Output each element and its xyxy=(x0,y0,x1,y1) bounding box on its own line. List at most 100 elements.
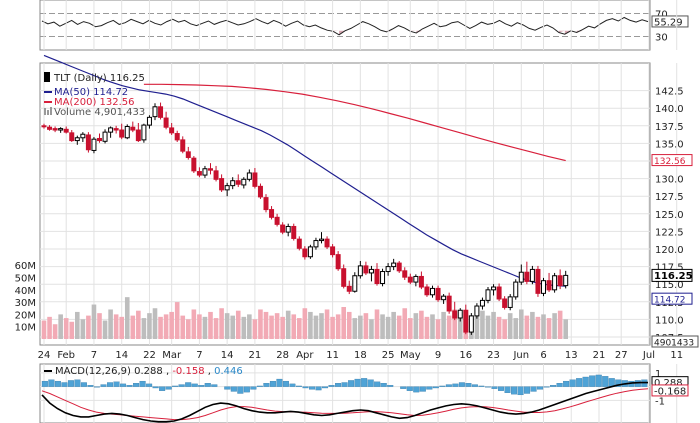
volume-bar xyxy=(230,315,235,339)
volume-bar xyxy=(413,313,419,339)
volume-bar xyxy=(130,315,136,339)
volume-bar xyxy=(391,311,396,339)
volume-bar xyxy=(452,309,457,339)
volume-bar xyxy=(241,316,247,339)
macd-hist-bar xyxy=(413,386,420,393)
candle xyxy=(191,156,197,173)
macd-hist-bar xyxy=(107,382,114,387)
volume-bar xyxy=(58,314,63,339)
candle xyxy=(552,272,558,293)
volume-bar xyxy=(324,309,330,339)
macd-hist-bar xyxy=(282,380,289,387)
volume-bar xyxy=(158,316,163,339)
macd-hist-bar xyxy=(315,386,322,391)
price-tick-label: 135.0 xyxy=(655,139,684,150)
candle xyxy=(269,206,275,220)
macd-hist-bar xyxy=(367,379,374,387)
volume-bar xyxy=(80,319,86,339)
volume-tick-label: 10M xyxy=(15,323,36,334)
macd-hist-bar xyxy=(615,379,622,387)
volume-bar xyxy=(530,311,535,339)
macd-hist-bar xyxy=(250,386,257,390)
candle xyxy=(368,265,374,282)
candle xyxy=(74,135,80,145)
price-tick-label: 127.5 xyxy=(655,192,684,203)
volume-bar xyxy=(313,315,319,339)
volume-bar xyxy=(441,311,446,339)
macd-hist-bar xyxy=(309,386,316,390)
macd-hist-bar xyxy=(543,386,550,388)
volume-tick-label: 20M xyxy=(15,310,36,321)
macd-hist-bar xyxy=(224,386,231,390)
macd-hist-bar xyxy=(204,383,211,387)
volume-bar xyxy=(163,314,169,339)
volume-bar xyxy=(136,310,141,339)
candle xyxy=(124,124,130,140)
candle xyxy=(257,183,263,200)
candle xyxy=(213,165,219,182)
volume-bar xyxy=(308,311,313,339)
candle xyxy=(291,223,297,241)
volume-bar xyxy=(247,314,252,339)
volume-bar xyxy=(541,314,546,339)
macd-hist-bar xyxy=(582,376,589,387)
volume-bar xyxy=(291,314,297,339)
rsi-panel: 70 30 55.29 xyxy=(39,0,689,51)
price-tick-label: 130.0 xyxy=(655,175,684,186)
legend: TLT (Daily) 116.25 MA(50) 114.72 MA(200)… xyxy=(44,72,145,118)
candle xyxy=(396,260,402,273)
candle xyxy=(208,163,213,175)
macd-hist-bar xyxy=(211,384,218,387)
candle xyxy=(518,264,524,285)
x-axis-label: 14 xyxy=(221,350,234,361)
price-tick-label: 117.5 xyxy=(655,263,684,274)
volume-bar xyxy=(197,314,202,339)
macd-hist-bar xyxy=(445,384,452,387)
macd-hist-bar xyxy=(322,386,329,389)
price-tick-label: 125.0 xyxy=(655,210,684,221)
x-axis-label: May xyxy=(400,350,421,361)
candle xyxy=(457,308,463,322)
candle xyxy=(563,270,569,289)
candle xyxy=(468,313,474,335)
candle xyxy=(319,232,324,244)
macd-hist-bar xyxy=(133,383,140,387)
price-tick-label: 137.5 xyxy=(655,122,684,133)
volume-bar xyxy=(363,313,369,339)
volume-tick-label: 60M xyxy=(15,261,36,272)
x-axis-label: 27 xyxy=(615,350,628,361)
candle xyxy=(280,222,286,235)
price-tick-label: 120.0 xyxy=(655,245,684,256)
volume-bar xyxy=(352,318,358,339)
volume-tick-label: 30M xyxy=(15,298,36,309)
candle xyxy=(185,146,191,160)
candle xyxy=(169,122,175,135)
volume-bar xyxy=(108,309,113,339)
candle xyxy=(524,261,530,285)
volume-bar xyxy=(219,308,224,339)
candle xyxy=(219,174,225,192)
volume-bar xyxy=(208,311,213,339)
volume-bar xyxy=(424,316,430,339)
macd-hist-bar xyxy=(126,385,133,387)
x-axis-label: 9 xyxy=(435,350,441,361)
macd-hist-bar xyxy=(328,385,335,387)
macd-hist-bar xyxy=(295,385,302,387)
candle xyxy=(163,111,169,130)
x-axis-label: 21 xyxy=(593,350,606,361)
x-axis-label: 13 xyxy=(565,350,578,361)
candle xyxy=(335,251,341,271)
candle xyxy=(196,167,202,178)
macd-hist-bar xyxy=(159,386,166,391)
macd-hist-bar xyxy=(256,385,263,387)
volume-bar xyxy=(41,320,47,339)
rsi-level-30: 30 xyxy=(655,33,668,44)
macd-hist-bar xyxy=(263,383,270,387)
macd-hist-bar xyxy=(191,383,198,387)
macd-hist-bar xyxy=(335,383,342,387)
ma200-line xyxy=(143,83,566,162)
macd-hist-bar xyxy=(152,386,159,389)
volume-bar xyxy=(141,318,147,339)
legend-ma200: MA(200) 132.56 xyxy=(54,97,135,108)
macd-hist-bar xyxy=(478,385,485,387)
